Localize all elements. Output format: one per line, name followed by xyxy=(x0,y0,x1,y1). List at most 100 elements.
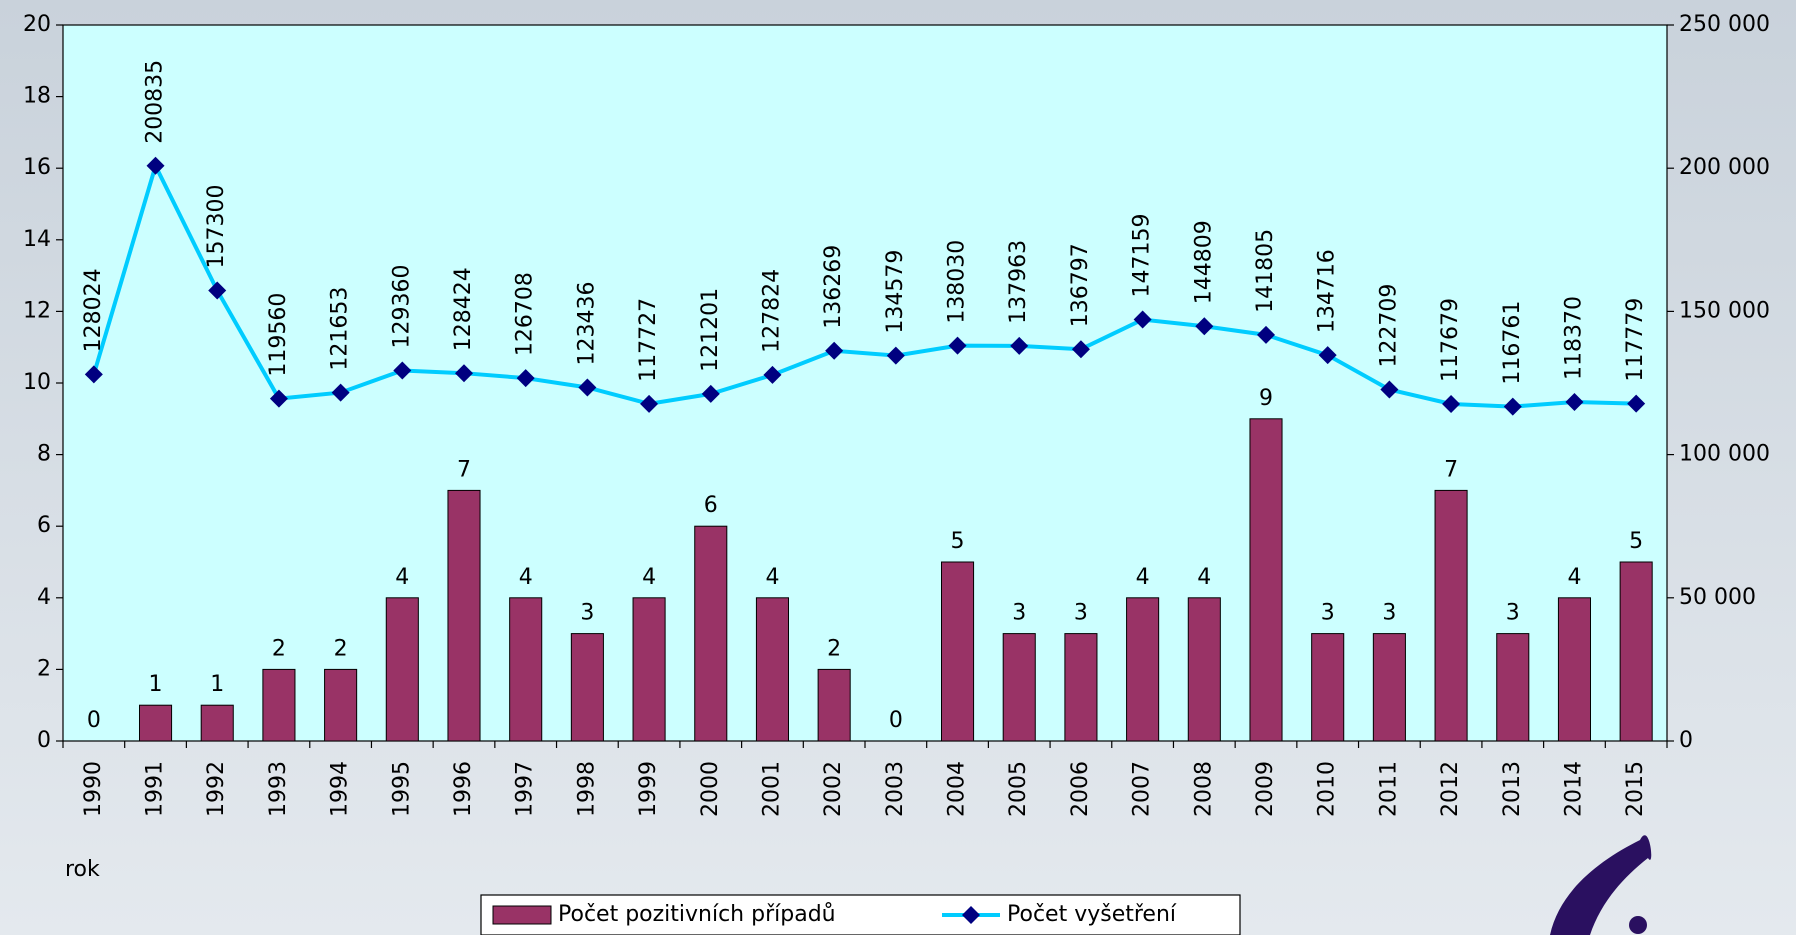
point-label: 136269 xyxy=(821,245,846,329)
y-tick-label: 18 xyxy=(23,84,51,109)
bar-label: 1 xyxy=(210,672,224,697)
y-tick-label: 14 xyxy=(23,227,51,252)
point-label: 134579 xyxy=(883,250,908,334)
bar-label: 3 xyxy=(1012,601,1026,626)
point-label: 122709 xyxy=(1376,284,1401,368)
x-tick-label: 2007 xyxy=(1130,761,1155,817)
x-tick-label: 2010 xyxy=(1315,761,1340,817)
marker xyxy=(1380,380,1399,399)
bar xyxy=(1002,633,1036,742)
y2-tick-label: 200 000 xyxy=(1679,155,1770,180)
marker xyxy=(516,369,535,388)
marker xyxy=(1071,340,1090,359)
marker xyxy=(84,365,103,384)
y2-tick-label: 250 000 xyxy=(1679,12,1770,37)
point-label: 123436 xyxy=(574,281,599,365)
bar-label: 4 xyxy=(1567,565,1581,590)
x-tick-label: 2014 xyxy=(1561,761,1586,817)
bar xyxy=(1496,633,1530,742)
marker xyxy=(146,156,165,175)
marker xyxy=(269,389,288,408)
point-label: 129360 xyxy=(389,265,414,349)
legend xyxy=(480,894,1241,935)
point-label: 119560 xyxy=(266,293,291,377)
point-label: 116761 xyxy=(1500,301,1525,385)
bar xyxy=(262,668,296,742)
bar-label: 9 xyxy=(1259,386,1273,411)
bar-label: 4 xyxy=(1136,565,1150,590)
y-tick-label: 16 xyxy=(23,155,51,180)
bar-label: 7 xyxy=(1444,457,1458,482)
y-tick-label: 4 xyxy=(37,585,51,610)
bar-label: 1 xyxy=(149,672,163,697)
point-label: 137963 xyxy=(1006,240,1031,324)
x-tick-label: 2013 xyxy=(1500,761,1525,817)
y-tick-label: 2 xyxy=(37,656,51,681)
x-axis-label: rok xyxy=(65,857,100,882)
line xyxy=(91,160,1637,409)
point-label: 118370 xyxy=(1561,296,1586,380)
bar xyxy=(817,668,851,742)
x-tick-label: 2000 xyxy=(698,761,723,817)
point-label: 157300 xyxy=(204,185,229,269)
bar xyxy=(385,597,419,742)
y-tick-label: 20 xyxy=(23,12,51,37)
marker xyxy=(455,364,473,383)
bar xyxy=(1126,597,1160,742)
point-label: 136797 xyxy=(1068,243,1093,327)
bar xyxy=(1187,597,1221,742)
point-label: 144809 xyxy=(1191,220,1216,304)
y-tick-label: 0 xyxy=(37,728,51,753)
point-label: 128024 xyxy=(81,268,106,352)
marker xyxy=(640,394,659,413)
marker xyxy=(886,346,905,365)
x-tick-label: 2009 xyxy=(1253,761,1278,817)
point-label: 121653 xyxy=(328,287,353,371)
bar xyxy=(138,704,173,742)
x-tick-label: 2012 xyxy=(1438,761,1463,817)
marker xyxy=(1442,394,1461,413)
point-label: 134716 xyxy=(1315,249,1340,333)
bar-label: 3 xyxy=(580,601,594,626)
marker xyxy=(1195,317,1214,336)
legend-marker xyxy=(962,906,980,924)
bar-label: 4 xyxy=(519,565,533,590)
bar-label: 4 xyxy=(642,565,656,590)
marker xyxy=(1133,310,1152,329)
marker xyxy=(1318,346,1337,365)
bar-label: 6 xyxy=(704,493,718,518)
bar-label: 2 xyxy=(334,636,348,661)
marker xyxy=(578,378,597,397)
bar-label: 3 xyxy=(1506,601,1520,626)
plot-area xyxy=(62,24,1668,742)
bar-label: 0 xyxy=(889,708,903,733)
bar xyxy=(755,597,790,742)
logo xyxy=(1550,835,1652,935)
bar-label: 3 xyxy=(1074,601,1088,626)
marker xyxy=(1503,397,1522,416)
marker xyxy=(208,281,227,300)
x-tick-label: 1998 xyxy=(574,761,599,817)
point-label: 121201 xyxy=(698,288,723,372)
bar xyxy=(1249,418,1283,742)
x-tick-label: 2005 xyxy=(1006,761,1031,817)
bar-label: 5 xyxy=(1629,529,1643,554)
bar xyxy=(940,561,975,742)
y2-tick-label: 100 000 xyxy=(1679,442,1770,467)
bar xyxy=(1372,633,1406,742)
x-tick-label: 1997 xyxy=(513,761,538,817)
bar xyxy=(632,597,666,742)
marker xyxy=(393,361,412,380)
x-tick-label: 1995 xyxy=(389,761,414,817)
x-tick-label: 2015 xyxy=(1623,761,1648,817)
x-tick-label: 1993 xyxy=(266,761,291,817)
legend-label: Počet pozitivních případů xyxy=(558,902,836,927)
y-tick-label: 12 xyxy=(23,298,51,323)
point-label: 117727 xyxy=(636,298,661,382)
marker xyxy=(948,336,967,355)
bar xyxy=(694,525,728,742)
x-tick-label: 2008 xyxy=(1191,761,1216,817)
x-tick-label: 2001 xyxy=(759,761,784,817)
x-tick-label: 1992 xyxy=(204,761,229,817)
